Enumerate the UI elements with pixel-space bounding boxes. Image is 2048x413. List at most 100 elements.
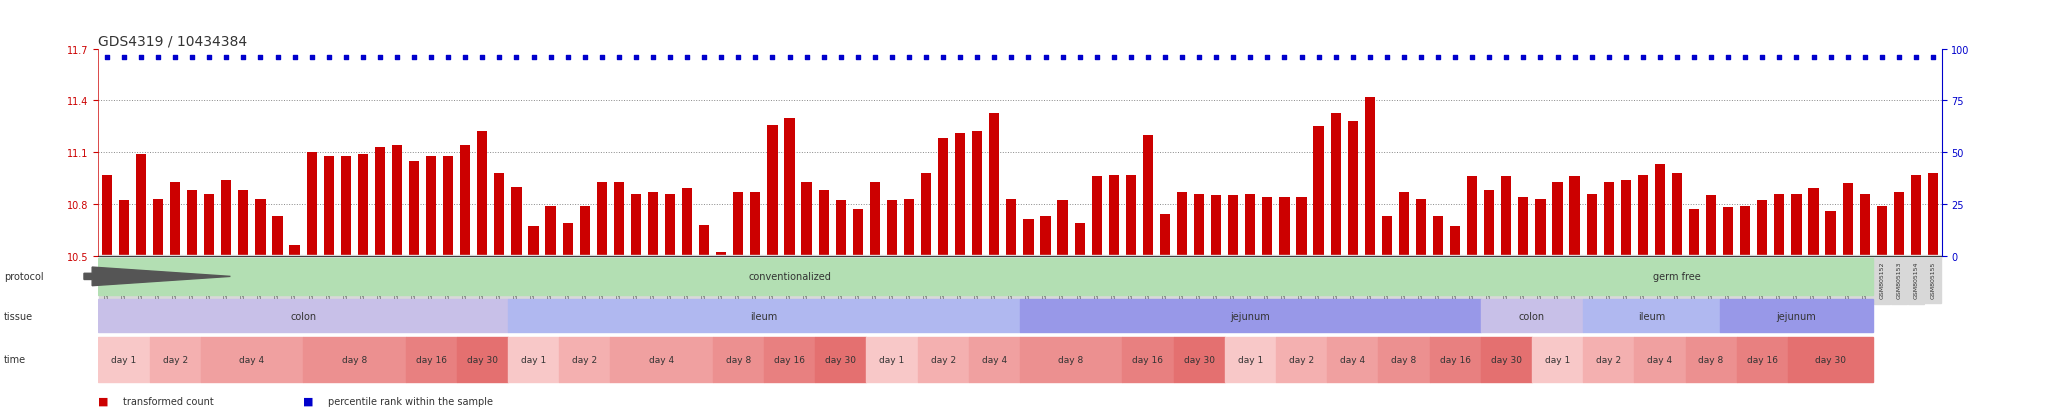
Bar <box>457 337 508 382</box>
Bar <box>1348 122 1358 256</box>
Point <box>106 55 139 62</box>
Point <box>1866 55 1898 62</box>
Bar <box>1671 173 1681 256</box>
Text: time: time <box>4 354 27 364</box>
Bar <box>406 337 457 382</box>
Text: day 16: day 16 <box>774 355 805 364</box>
Bar <box>98 337 150 382</box>
Point <box>1591 55 1624 62</box>
Bar <box>1655 165 1665 256</box>
Bar <box>969 337 1020 382</box>
Bar <box>221 180 231 256</box>
Bar <box>1843 184 1853 256</box>
Point <box>1626 55 1659 62</box>
Point <box>909 55 942 62</box>
Bar <box>1737 337 1788 382</box>
Bar <box>1430 337 1481 382</box>
Bar <box>836 201 846 256</box>
Bar <box>1876 206 1886 256</box>
Point <box>842 55 874 62</box>
Text: jejunum: jejunum <box>1231 311 1270 321</box>
Bar <box>1569 177 1579 256</box>
Point <box>705 55 737 62</box>
Bar <box>1552 182 1563 256</box>
Bar <box>1143 135 1153 256</box>
Text: day 1: day 1 <box>1237 355 1264 364</box>
Point <box>227 55 260 62</box>
Text: day 8: day 8 <box>342 355 367 364</box>
Bar <box>1720 299 1874 333</box>
Point <box>1370 55 1403 62</box>
Bar <box>98 299 508 333</box>
Bar <box>1706 196 1716 256</box>
Bar <box>647 192 657 256</box>
Bar <box>508 337 559 382</box>
Bar <box>852 210 862 256</box>
Bar <box>717 253 727 256</box>
Point <box>1575 55 1608 62</box>
Point <box>1217 55 1249 62</box>
Bar <box>631 194 641 256</box>
Point <box>193 55 225 62</box>
Point <box>586 55 618 62</box>
Point <box>1047 55 1079 62</box>
Text: day 16: day 16 <box>1747 355 1778 364</box>
Point <box>1796 55 1829 62</box>
Bar <box>815 337 866 382</box>
Point <box>739 55 772 62</box>
Text: percentile rank within the sample: percentile rank within the sample <box>328 396 494 406</box>
Bar <box>1481 299 1583 333</box>
Bar <box>1481 337 1532 382</box>
Text: conventionalized: conventionalized <box>748 272 831 282</box>
Bar <box>119 201 129 256</box>
Point <box>1335 55 1368 62</box>
Bar <box>1894 192 1905 256</box>
Point <box>1507 55 1540 62</box>
Point <box>926 55 958 62</box>
Point <box>1473 55 1505 62</box>
Point <box>1319 55 1352 62</box>
Point <box>516 55 549 62</box>
Point <box>688 55 721 62</box>
Bar <box>375 147 385 256</box>
Text: day 8: day 8 <box>1059 355 1083 364</box>
Bar <box>1741 206 1751 256</box>
Bar <box>1159 215 1169 256</box>
Bar <box>1024 220 1034 256</box>
Bar <box>1382 216 1393 256</box>
Bar <box>324 156 334 256</box>
Bar <box>205 194 215 256</box>
Point <box>1386 55 1419 62</box>
Point <box>1780 55 1812 62</box>
Text: colon: colon <box>1520 311 1544 321</box>
Text: day 1: day 1 <box>879 355 905 364</box>
Bar <box>494 173 504 256</box>
Text: ■: ■ <box>98 396 109 406</box>
Point <box>500 55 532 62</box>
Bar <box>303 337 406 382</box>
Bar <box>1075 223 1085 256</box>
Text: day 30: day 30 <box>1491 355 1522 364</box>
Point <box>1421 55 1454 62</box>
Bar <box>764 337 815 382</box>
Point <box>1815 55 1847 62</box>
Point <box>1661 55 1694 62</box>
Bar <box>1020 299 1481 333</box>
Text: day 2: day 2 <box>571 355 598 364</box>
Point <box>1165 55 1198 62</box>
Bar <box>713 337 764 382</box>
Bar <box>1434 216 1444 256</box>
Bar <box>512 187 522 256</box>
Point <box>381 55 414 62</box>
Text: day 4: day 4 <box>240 355 264 364</box>
Point <box>1898 55 1931 62</box>
Point <box>1712 55 1745 62</box>
Point <box>1559 55 1591 62</box>
Point <box>1694 55 1726 62</box>
Bar <box>1518 197 1528 256</box>
Bar <box>1276 337 1327 382</box>
Bar <box>1262 197 1272 256</box>
Point <box>1729 55 1761 62</box>
Point <box>995 55 1028 62</box>
Text: day 16: day 16 <box>1133 355 1163 364</box>
